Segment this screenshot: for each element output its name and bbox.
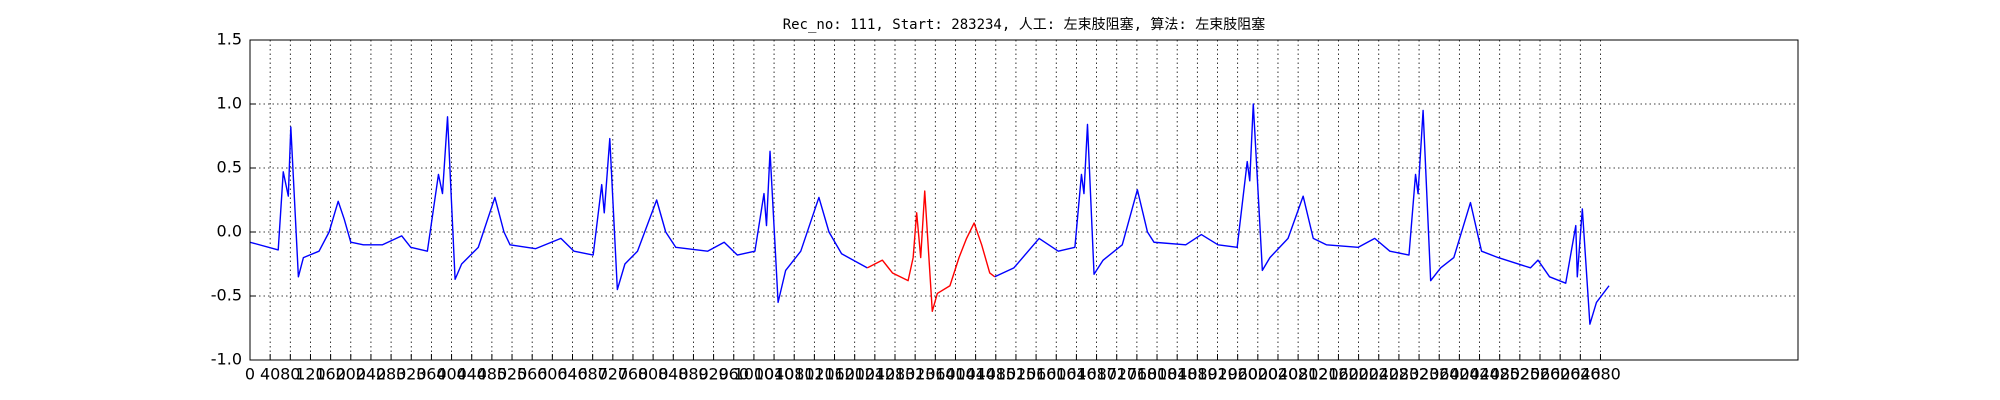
y-tick-label: 1.5: [217, 30, 242, 49]
y-tick-label: 0.5: [217, 158, 242, 177]
x-tick-label: 920: [698, 365, 729, 384]
plot-lines: [249, 103, 1610, 325]
x-tick-label: 1520: [996, 365, 1037, 384]
x-tick-label: 320: [396, 365, 427, 384]
x-tick-label: 1600: [1036, 365, 1077, 384]
y-tick-label: 1.0: [217, 94, 242, 113]
x-tick-label: 1800: [1137, 365, 1178, 384]
x-tick-label: 1200: [834, 365, 875, 384]
grid: [249, 39, 1798, 361]
x-tick-label: 200: [336, 365, 367, 384]
x-tick-label: 360: [416, 365, 447, 384]
x-tick-label: 1280: [875, 365, 916, 384]
x-tick-label: 2360: [1419, 365, 1460, 384]
x-tick-label: 1760: [1117, 365, 1158, 384]
x-tick-label: 160: [315, 365, 346, 384]
x-tick-label: 560: [517, 365, 548, 384]
x-tick-label: 2480: [1479, 365, 1520, 384]
x-tick-label: 880: [678, 365, 709, 384]
x-tick-label: 600: [537, 365, 568, 384]
x-tick-label: 2160: [1318, 365, 1359, 384]
x-tick-label: 1880: [1177, 365, 1218, 384]
x-tick-label: 1560: [1016, 365, 1057, 384]
x-tick-label: 1400: [935, 365, 976, 384]
x-tick-label: 120: [295, 365, 326, 384]
x-tick-label: 2000: [1237, 365, 1278, 384]
x-tick-label: 1440: [955, 365, 996, 384]
axes-frame: [249, 39, 1799, 361]
x-tick-label: 2440: [1459, 365, 1500, 384]
x-tick-label: 2080: [1278, 365, 1319, 384]
y-tick-label: 0.0: [217, 222, 242, 241]
x-tick-label: 800: [638, 365, 669, 384]
x-tick-label: 1480: [975, 365, 1016, 384]
x-tick-label: 2040: [1258, 365, 1299, 384]
signal-line: [994, 103, 1610, 325]
x-tick-label: 1120: [794, 365, 835, 384]
x-tick-label: 400: [436, 365, 467, 384]
x-tick-label: 2240: [1358, 365, 1399, 384]
y-tick-label: -0.5: [211, 286, 242, 305]
x-tick-label: 1960: [1217, 365, 1258, 384]
x-tick-label: 1360: [915, 365, 956, 384]
x-tick-label: 1040: [754, 365, 795, 384]
x-tick-label: 2600: [1540, 365, 1581, 384]
x-tick-label: 640: [557, 365, 588, 384]
x-tick-label: 1240: [854, 365, 895, 384]
tick-labels: -1.0 -0.5 0.0 0.5 1.0 1.5 0 40 80120160200240280…: [211, 30, 1621, 384]
x-tick-label: 1840: [1157, 365, 1198, 384]
y-tick-label: -1.0: [211, 350, 242, 369]
x-tick-label: 280: [376, 365, 407, 384]
x-tick-label: 2280: [1379, 365, 1420, 384]
signal-line: [249, 116, 868, 304]
x-tick-label: 2200: [1338, 365, 1379, 384]
x-tick-label: 40: [260, 365, 280, 384]
x-tick-label: 1000: [734, 365, 775, 384]
x-tick-label: 1320: [895, 365, 936, 384]
x-tick-label: 680: [577, 365, 608, 384]
x-tick-label: 240: [356, 365, 387, 384]
x-tick-label: 2640: [1560, 365, 1601, 384]
x-tick-label: 480: [477, 365, 508, 384]
chart-title: Rec_no: 111, Start: 283234, 人工: 左束肢阻塞, 算…: [783, 16, 1266, 33]
x-tick-label: 720: [598, 365, 629, 384]
x-tick-label: 2520: [1499, 365, 1540, 384]
x-tick-label: 2120: [1298, 365, 1339, 384]
x-tick-label: 1720: [1096, 365, 1137, 384]
x-tick-label: 2560: [1520, 365, 1561, 384]
x-tick-label: 520: [497, 365, 528, 384]
x-tick-label: 0: [245, 365, 255, 384]
x-tick-label: 1160: [814, 365, 855, 384]
signal-line: [866, 190, 996, 313]
x-tick-label: 1080: [774, 365, 815, 384]
x-tick-label: 1680: [1076, 365, 1117, 384]
x-tick-label: 2400: [1439, 365, 1480, 384]
x-tick-label: 840: [658, 365, 689, 384]
x-tick-label: 960: [718, 365, 749, 384]
x-tick-label: 80: [280, 365, 300, 384]
x-tick-label: 440: [456, 365, 487, 384]
x-tick-label: 2680: [1580, 365, 1621, 384]
x-tick-label: 1640: [1056, 365, 1097, 384]
x-tick-label: 2320: [1399, 365, 1440, 384]
x-tick-label: 1920: [1197, 365, 1238, 384]
x-tick-label: 760: [618, 365, 649, 384]
